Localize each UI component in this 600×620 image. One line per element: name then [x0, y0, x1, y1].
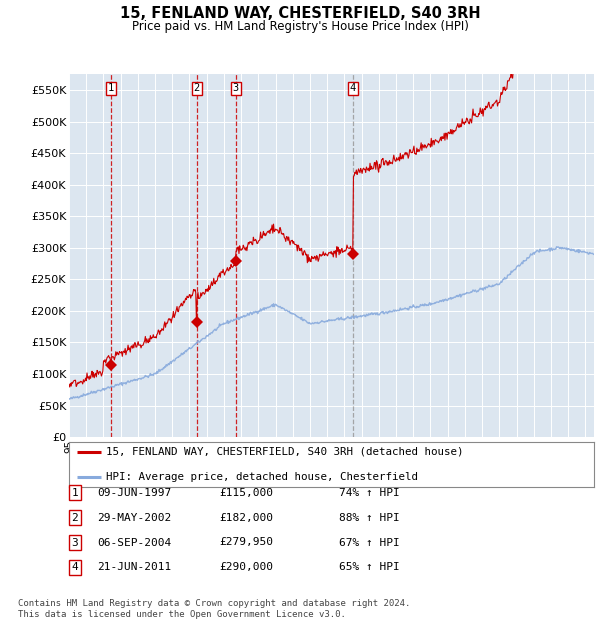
- Text: 3: 3: [232, 84, 239, 94]
- Text: 2: 2: [71, 513, 79, 523]
- Text: £182,000: £182,000: [219, 513, 273, 523]
- Text: 4: 4: [349, 84, 356, 94]
- Text: Contains HM Land Registry data © Crown copyright and database right 2024.
This d: Contains HM Land Registry data © Crown c…: [18, 600, 410, 619]
- Text: 67% ↑ HPI: 67% ↑ HPI: [339, 538, 400, 547]
- Text: £290,000: £290,000: [219, 562, 273, 572]
- Text: 15, FENLAND WAY, CHESTERFIELD, S40 3RH: 15, FENLAND WAY, CHESTERFIELD, S40 3RH: [119, 6, 481, 21]
- Text: 09-JUN-1997: 09-JUN-1997: [97, 488, 172, 498]
- Text: 1: 1: [108, 84, 114, 94]
- Text: 06-SEP-2004: 06-SEP-2004: [97, 538, 172, 547]
- Text: 88% ↑ HPI: 88% ↑ HPI: [339, 513, 400, 523]
- Text: 2: 2: [193, 84, 200, 94]
- Text: 1: 1: [71, 488, 79, 498]
- Text: 65% ↑ HPI: 65% ↑ HPI: [339, 562, 400, 572]
- Text: 3: 3: [71, 538, 79, 547]
- Text: 4: 4: [71, 562, 79, 572]
- Text: HPI: Average price, detached house, Chesterfield: HPI: Average price, detached house, Ches…: [106, 472, 418, 482]
- Text: £115,000: £115,000: [219, 488, 273, 498]
- Text: 74% ↑ HPI: 74% ↑ HPI: [339, 488, 400, 498]
- Text: 21-JUN-2011: 21-JUN-2011: [97, 562, 172, 572]
- Text: 15, FENLAND WAY, CHESTERFIELD, S40 3RH (detached house): 15, FENLAND WAY, CHESTERFIELD, S40 3RH (…: [106, 447, 463, 457]
- Text: Price paid vs. HM Land Registry's House Price Index (HPI): Price paid vs. HM Land Registry's House …: [131, 20, 469, 33]
- Text: 29-MAY-2002: 29-MAY-2002: [97, 513, 172, 523]
- Text: £279,950: £279,950: [219, 538, 273, 547]
